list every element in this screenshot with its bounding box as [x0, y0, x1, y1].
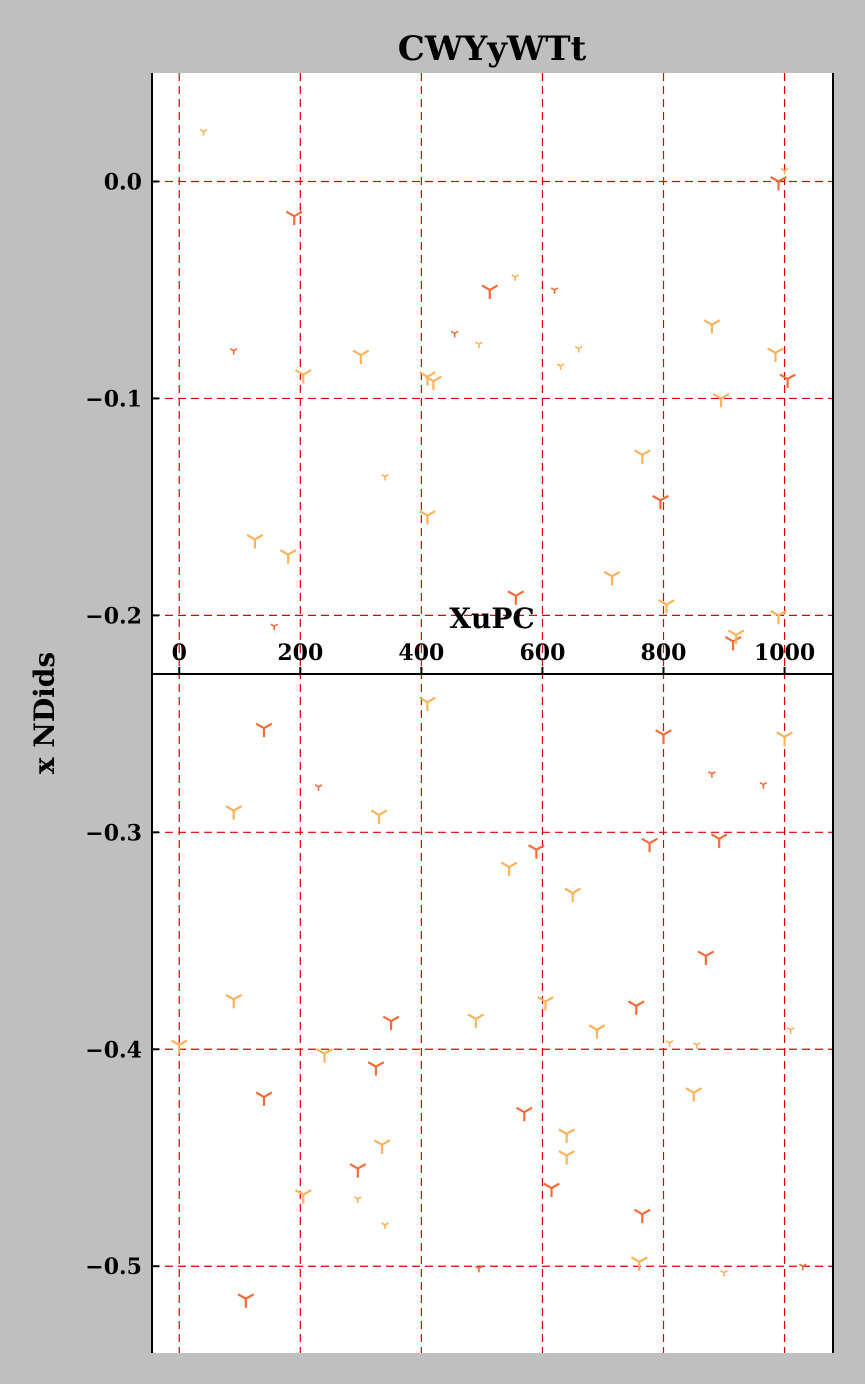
- scatter-point: [419, 510, 436, 525]
- scatter-point: [786, 1027, 795, 1034]
- scatter-point: [294, 1189, 312, 1204]
- scatter-point: [770, 176, 787, 191]
- scatter-point: [780, 167, 789, 175]
- scatter-point: [759, 781, 768, 789]
- scatter-point: [798, 1263, 807, 1271]
- x-tick-label: 200: [277, 640, 323, 666]
- scatter-point: [467, 1013, 485, 1028]
- scatter-point: [603, 570, 621, 586]
- scatter-point: [229, 348, 238, 355]
- scatter-point: [515, 1106, 533, 1122]
- scatter-point: [314, 784, 323, 791]
- scatter-point: [419, 696, 436, 712]
- y-tick-label: −0.3: [85, 820, 142, 846]
- scatter-point: [665, 1040, 674, 1047]
- scatter-point: [630, 1256, 648, 1271]
- scatter-point: [558, 1150, 576, 1165]
- scatter-point: [475, 341, 483, 349]
- scatter-point: [255, 722, 273, 738]
- scatter-point: [720, 1270, 728, 1277]
- scatter-point: [381, 473, 389, 481]
- scatter-point: [475, 1265, 483, 1273]
- x-tick-label: 0: [172, 640, 187, 666]
- scatter-point: [373, 1139, 391, 1154]
- scatter-point: [370, 809, 388, 824]
- scatter-point: [285, 210, 303, 226]
- y-axis-label: x NDids: [28, 652, 61, 774]
- scatter-point: [685, 1087, 703, 1102]
- scatter-point: [246, 533, 264, 549]
- y-tick-label: −0.1: [85, 386, 142, 412]
- grid-lines: [152, 73, 833, 1353]
- scatter-point: [655, 729, 672, 744]
- scatter-point: [776, 731, 793, 746]
- scatter-point: [367, 1061, 385, 1076]
- scatter-point: [633, 1208, 651, 1224]
- scatter-point: [641, 837, 658, 853]
- scatter-point: [316, 1048, 333, 1063]
- scatter-point: [507, 590, 525, 605]
- scatter-point: [225, 993, 243, 1009]
- scatter-point: [294, 369, 312, 384]
- y-tick-label: 0.0: [104, 169, 142, 195]
- scatter-point: [381, 1222, 389, 1229]
- scatter-point: [692, 1042, 701, 1049]
- scatter-point: [767, 347, 784, 362]
- scatter-point: [170, 1039, 188, 1054]
- scatter-point: [703, 319, 721, 334]
- plot-area: [152, 73, 833, 1353]
- scatter-point: [425, 375, 442, 391]
- scatter-point: [537, 996, 554, 1011]
- scatter-point: [712, 392, 730, 408]
- scatter-point: [528, 844, 545, 859]
- scatter-point: [255, 1091, 273, 1106]
- y-tick-label: −0.2: [85, 603, 142, 629]
- scatter-point: [199, 128, 208, 136]
- scatter-point: [450, 330, 459, 338]
- x-tick-label: 400: [398, 640, 444, 666]
- scatter-point: [349, 1163, 367, 1178]
- chart-title: CWYyWTt: [398, 29, 587, 69]
- scatter-point: [353, 1196, 362, 1203]
- data-markers: [170, 128, 807, 1308]
- scatter-point: [481, 284, 499, 299]
- x-tick-label: 1000: [754, 640, 815, 666]
- scatter-point: [279, 549, 297, 564]
- scatter-point: [588, 1024, 606, 1039]
- x-tick-label: 600: [519, 640, 565, 666]
- scatter-point: [556, 363, 565, 370]
- scatter-point: [770, 609, 787, 625]
- scatter-point: [652, 494, 669, 510]
- scatter-point: [500, 861, 518, 877]
- scatter-point: [270, 623, 279, 631]
- scatter-point: [727, 629, 745, 644]
- scatter-point: [237, 1293, 255, 1308]
- scatter-point: [550, 287, 559, 294]
- scatter-point: [543, 1182, 560, 1198]
- scatter-point: [697, 950, 715, 965]
- scatter-point: [511, 274, 520, 281]
- scatter-point: [710, 833, 728, 848]
- scatter-point: [574, 345, 583, 353]
- x-axis-label: XuPC: [449, 602, 534, 635]
- y-tick-label: −0.4: [85, 1037, 142, 1063]
- scatter-point: [382, 1015, 400, 1031]
- scatter-point: [779, 373, 796, 388]
- y-ticks: 0.0 −0.1 −0.2 −0.3 −0.4 −0.5: [85, 169, 159, 1280]
- x-tick-label: 800: [641, 640, 687, 666]
- scatter-point: [627, 1000, 645, 1015]
- scatter-point: [558, 1128, 576, 1143]
- y-tick-label: −0.5: [85, 1254, 142, 1280]
- scatter-point: [352, 349, 370, 365]
- scatter-point: [564, 887, 582, 903]
- scatter-point: [708, 771, 716, 778]
- x-ticks: 0 200 400 600 800 1000: [172, 640, 815, 674]
- scatter-point: [633, 449, 651, 464]
- scatter-point: [658, 599, 675, 614]
- scatter-point: [225, 805, 243, 820]
